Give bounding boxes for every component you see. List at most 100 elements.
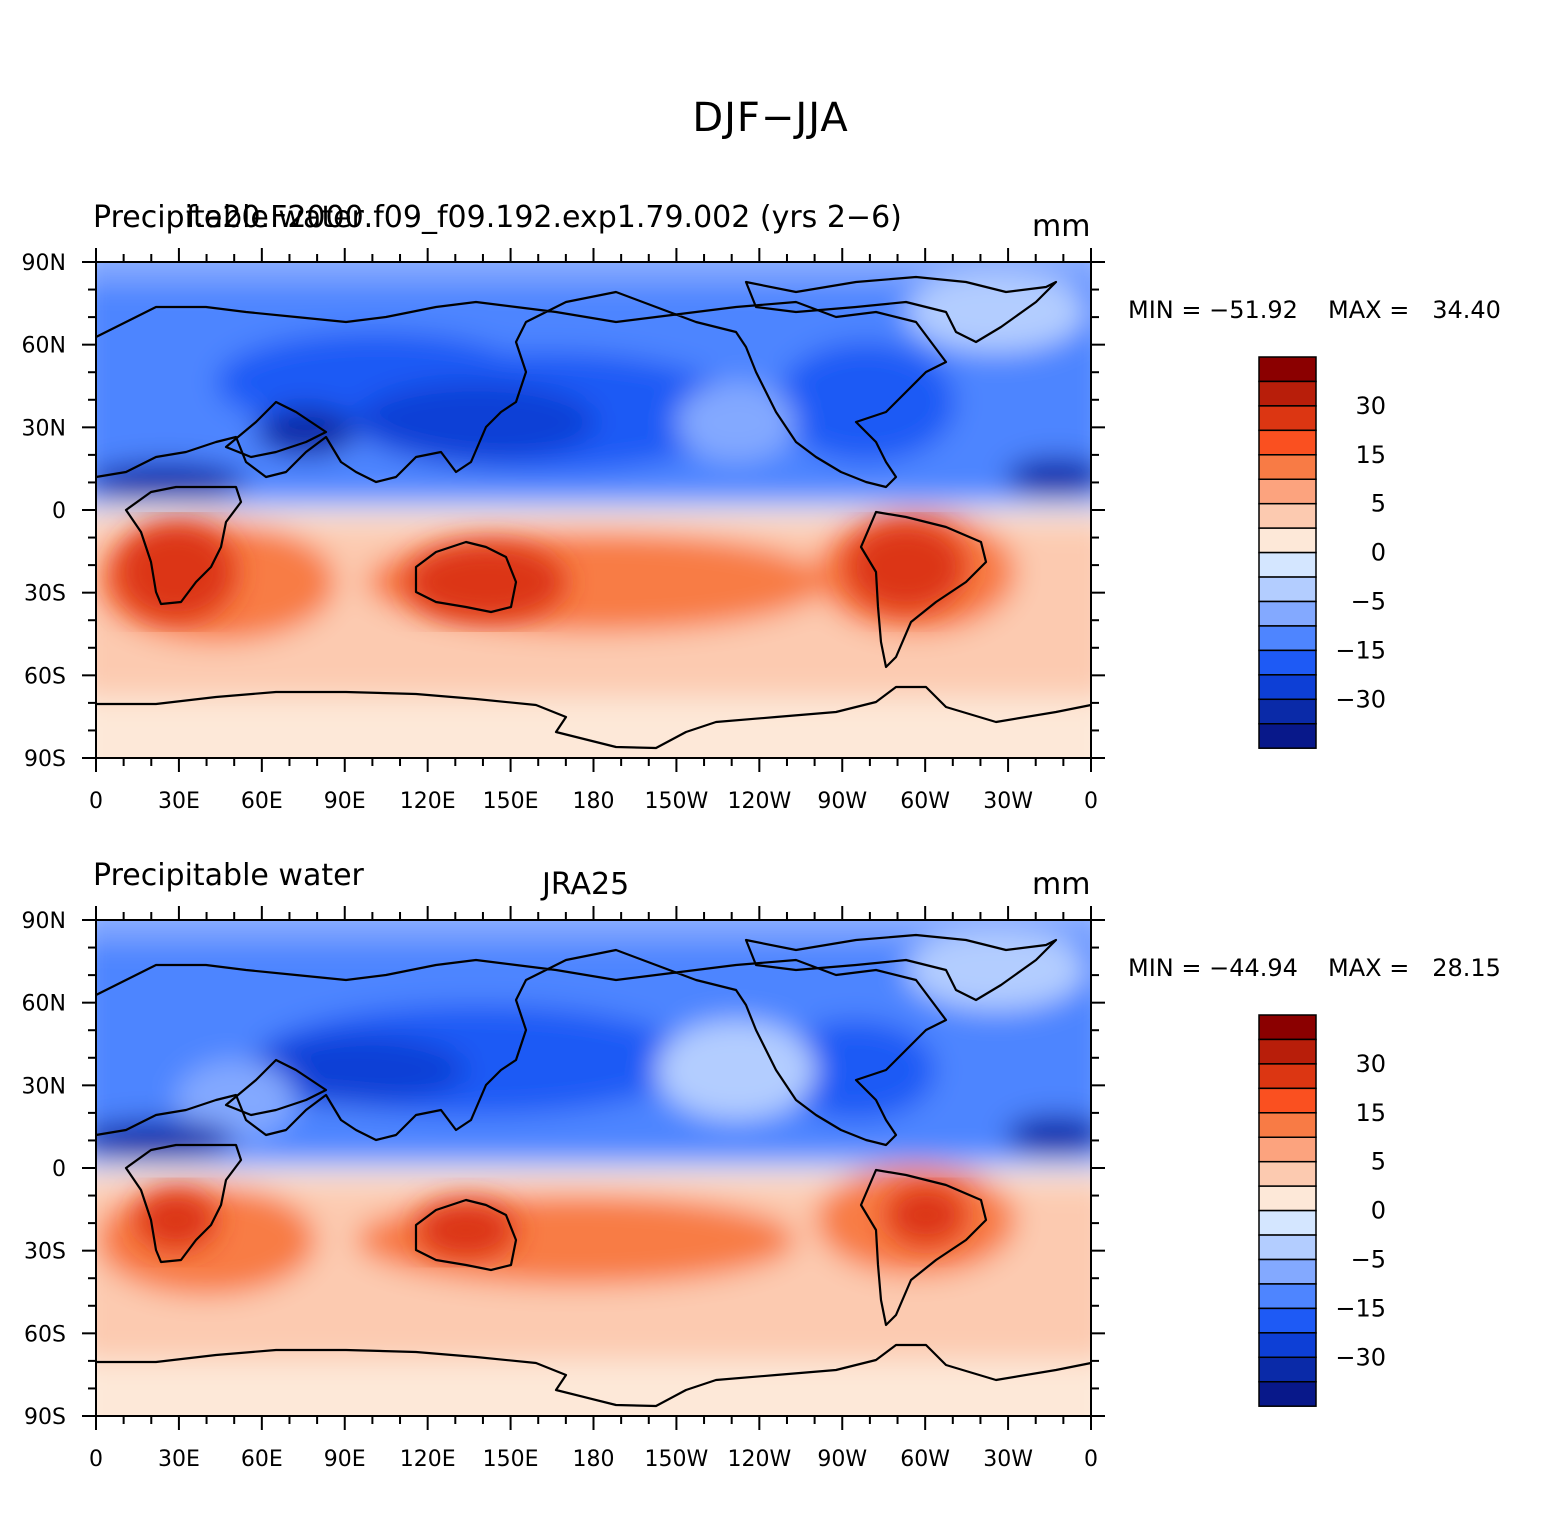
colorbar-label: 0 [1371,539,1386,567]
colorbar-box [1258,723,1317,749]
lat-tick-label: 30S [24,1240,66,1265]
colorbar-box [1258,1112,1317,1139]
colorbar-box [1258,1381,1317,1407]
lon-tick-label: 90E [324,789,366,814]
lat-tick-label: 60S [24,664,66,689]
figure-title: DJF−JJA [692,95,849,141]
colorbar-box [1258,356,1317,383]
lon-tick-label: 60E [241,1447,283,1472]
colorbar-box [1258,1087,1317,1114]
colorbar-label: −15 [1335,1294,1386,1322]
colorbar-box [1258,1063,1317,1090]
map-panel-jra25 [95,919,1092,1417]
lon-tick-label: 0 [89,789,103,814]
colorbar-label: 15 [1355,441,1386,469]
axis-ticks [82,248,1105,1430]
lon-tick-label: 60W [900,1447,950,1472]
lat-tick-label: 0 [52,1157,66,1182]
lon-tick-label: 120W [727,789,791,814]
coastlines-jra25 [95,933,1092,1408]
colorbar-label: −5 [1351,1246,1386,1274]
colorbar-box [1258,429,1317,456]
colorbar-label: −30 [1335,685,1386,713]
colorbar-label: −15 [1335,636,1386,664]
colorbar-label: 15 [1355,1099,1386,1127]
lon-tick-label: 90W [817,1447,867,1472]
lat-tick-label: 60N [22,992,66,1017]
colorbar-box [1258,1209,1317,1236]
panel-jra25-variable: Precipitable water [93,858,364,893]
colorbar-box [1258,1160,1317,1187]
colorbar-box [1258,1014,1317,1041]
colorbar-box [1258,1283,1317,1310]
colorbar-box [1258,1234,1317,1261]
colorbar-box [1258,1307,1317,1334]
colorbar-box [1258,1136,1317,1163]
colorbar-box [1258,405,1317,432]
lon-tick-label: 60E [241,789,283,814]
colorbar-box [1258,1258,1317,1285]
lon-tick-label: 30W [983,789,1033,814]
lon-tick-label: 120E [400,1447,456,1472]
lat-tick-label: 90N [22,909,66,934]
colorbar-box [1258,1356,1317,1383]
colorbars: 30 15 5 0 −5 −15 −30 30 15 5 0 −5 −15 −30 [1258,356,1386,1407]
colorbar-label: 5 [1371,1148,1386,1176]
lat-tick-label: 30S [24,582,66,607]
panel-model-variable: Precipitable water [93,200,364,235]
lon-tick-label: 30E [158,789,200,814]
lon-tick-label: 150E [483,789,539,814]
colorbar-box [1258,600,1317,627]
lon-tick-label: 30W [983,1447,1033,1472]
panel-model-min: MIN = −51.92 [1128,296,1298,324]
panel-jra25-units: mm [1032,867,1091,902]
lat-tick-label: 0 [52,499,66,524]
lon-tick-label: 0 [89,1447,103,1472]
lon-tick-label: 0 [1084,1447,1098,1472]
lon-tick-label: 120W [727,1447,791,1472]
colorbar-box [1258,674,1317,701]
colorbar-box [1258,576,1317,603]
colorbar-label: 5 [1371,490,1386,518]
coastlines-model [95,275,1092,750]
lon-tick-label: 180 [573,1447,615,1472]
lon-tick-label: 120E [400,789,456,814]
lat-tick-label: 30N [22,1074,66,1099]
lon-tick-label: 30E [158,1447,200,1472]
lat-tick-label: 30N [22,416,66,441]
lon-tick-label: 150W [645,789,709,814]
colorbar-box [1258,527,1317,554]
lat-tick-label: 90N [22,251,66,276]
lat-tick-label: 60S [24,1322,66,1347]
colorbar-box [1258,502,1317,529]
colorbar-box [1258,1038,1317,1065]
lon-tick-label: 0 [1084,789,1098,814]
colorbar-box [1258,649,1317,676]
colorbar-label: 30 [1355,1050,1386,1078]
colorbar-box [1258,625,1317,652]
colorbar-box [1258,698,1317,725]
colorbar-label: 0 [1371,1197,1386,1225]
panel-jra25-case: JRA25 [542,867,630,902]
panel-model-case: f.e20.F2000.f09_f09.192.exp1.79.002 (yrs… [186,200,902,235]
colorbar-label: 30 [1355,392,1386,420]
colorbar-box [1258,551,1317,578]
colorbar-box [1258,478,1317,505]
lat-tick-label: 60N [22,334,66,359]
panel-model-max: MAX = 34.40 [1328,296,1501,324]
colorbar-box [1258,1332,1317,1359]
panel-model-units: mm [1032,209,1091,244]
colorbar-box [1258,1185,1317,1212]
lat-tick-label: 90S [24,1405,66,1430]
colorbar-box [1258,454,1317,480]
lat-tick-label: 90S [24,747,66,772]
map-panel-model [95,261,1092,759]
panel-jra25-max: MAX = 28.15 [1328,954,1501,982]
colorbar-label: −30 [1335,1343,1386,1371]
lon-tick-label: 150E [483,1447,539,1472]
panel-jra25-min: MIN = −44.94 [1128,954,1298,982]
lon-tick-label: 90E [324,1447,366,1472]
lon-tick-label: 180 [573,789,615,814]
colorbar-box [1258,380,1317,407]
